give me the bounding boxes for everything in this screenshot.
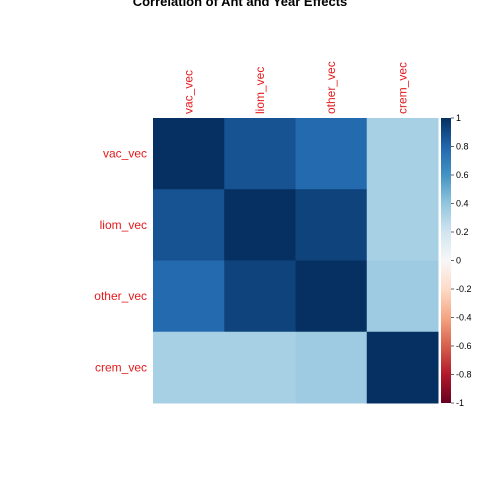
legend-tick-label: 0 <box>456 256 461 266</box>
heatmap-cell-other_vec-crem_vec <box>366 260 439 333</box>
chart-title: Correlation of Ant and Year Effects <box>133 0 348 9</box>
heatmap-cells <box>153 118 439 404</box>
legend-tick-label: -0.8 <box>456 370 472 380</box>
heatmap-cell-vac_vec-other_vec <box>295 118 368 190</box>
legend-tick-label: 0.4 <box>456 199 469 209</box>
heatmap-cell-liom_vec-other_vec <box>295 189 368 261</box>
heatmap-cell-other_vec-liom_vec <box>224 260 296 333</box>
legend-tick-label: -0.2 <box>456 284 472 294</box>
legend-tick-label: 0.2 <box>456 227 469 237</box>
heatmap-cell-vac_vec-vac_vec <box>153 118 225 190</box>
legend-tick-label: 1 <box>456 113 461 123</box>
row-label-liom_vec: liom_vec <box>100 218 147 232</box>
heatmap-cell-vac_vec-liom_vec <box>224 118 296 190</box>
row-label-vac_vec: vac_vec <box>103 147 147 161</box>
row-label-crem_vec: crem_vec <box>95 360 147 374</box>
heatmap-cell-liom_vec-liom_vec <box>224 189 296 261</box>
heatmap-cell-crem_vec-vac_vec <box>153 331 225 404</box>
legend-tick-label: 0.8 <box>456 142 469 152</box>
column-label-crem_vec: crem_vec <box>395 62 409 114</box>
column-label-other_vec: other_vec <box>324 61 338 114</box>
heatmap-cell-other_vec-other_vec <box>295 260 368 333</box>
heatmap-cell-liom_vec-crem_vec <box>366 189 439 261</box>
column-label-vac_vec: vac_vec <box>182 70 196 114</box>
heatmap-cell-crem_vec-crem_vec <box>366 331 439 404</box>
column-labels: vac_vec liom_vec other_vec crem_vec <box>182 61 410 114</box>
legend-tick-label: -0.6 <box>456 341 472 351</box>
legend-tick-label: -1 <box>456 398 464 408</box>
legend-color-bar <box>441 118 451 403</box>
heatmap-cell-liom_vec-vac_vec <box>153 189 225 261</box>
heatmap-cell-other_vec-vac_vec <box>153 260 225 333</box>
row-labels: vac_vec liom_vec other_vec crem_vec <box>94 147 147 375</box>
legend-tick-label: 0.6 <box>456 170 469 180</box>
heatmap-cell-vac_vec-crem_vec <box>366 118 439 190</box>
color-legend: 1 0.8 0.6 0.4 0.2 0 -0.2 -0.4 -0.6 -0.8 -1 <box>441 113 472 408</box>
column-label-liom_vec: liom_vec <box>253 67 267 114</box>
legend-tick-label: -0.4 <box>456 313 472 323</box>
heatmap-cell-crem_vec-other_vec <box>295 331 368 404</box>
heatmap-cell-crem_vec-liom_vec <box>224 331 296 404</box>
row-label-other_vec: other_vec <box>94 289 147 303</box>
